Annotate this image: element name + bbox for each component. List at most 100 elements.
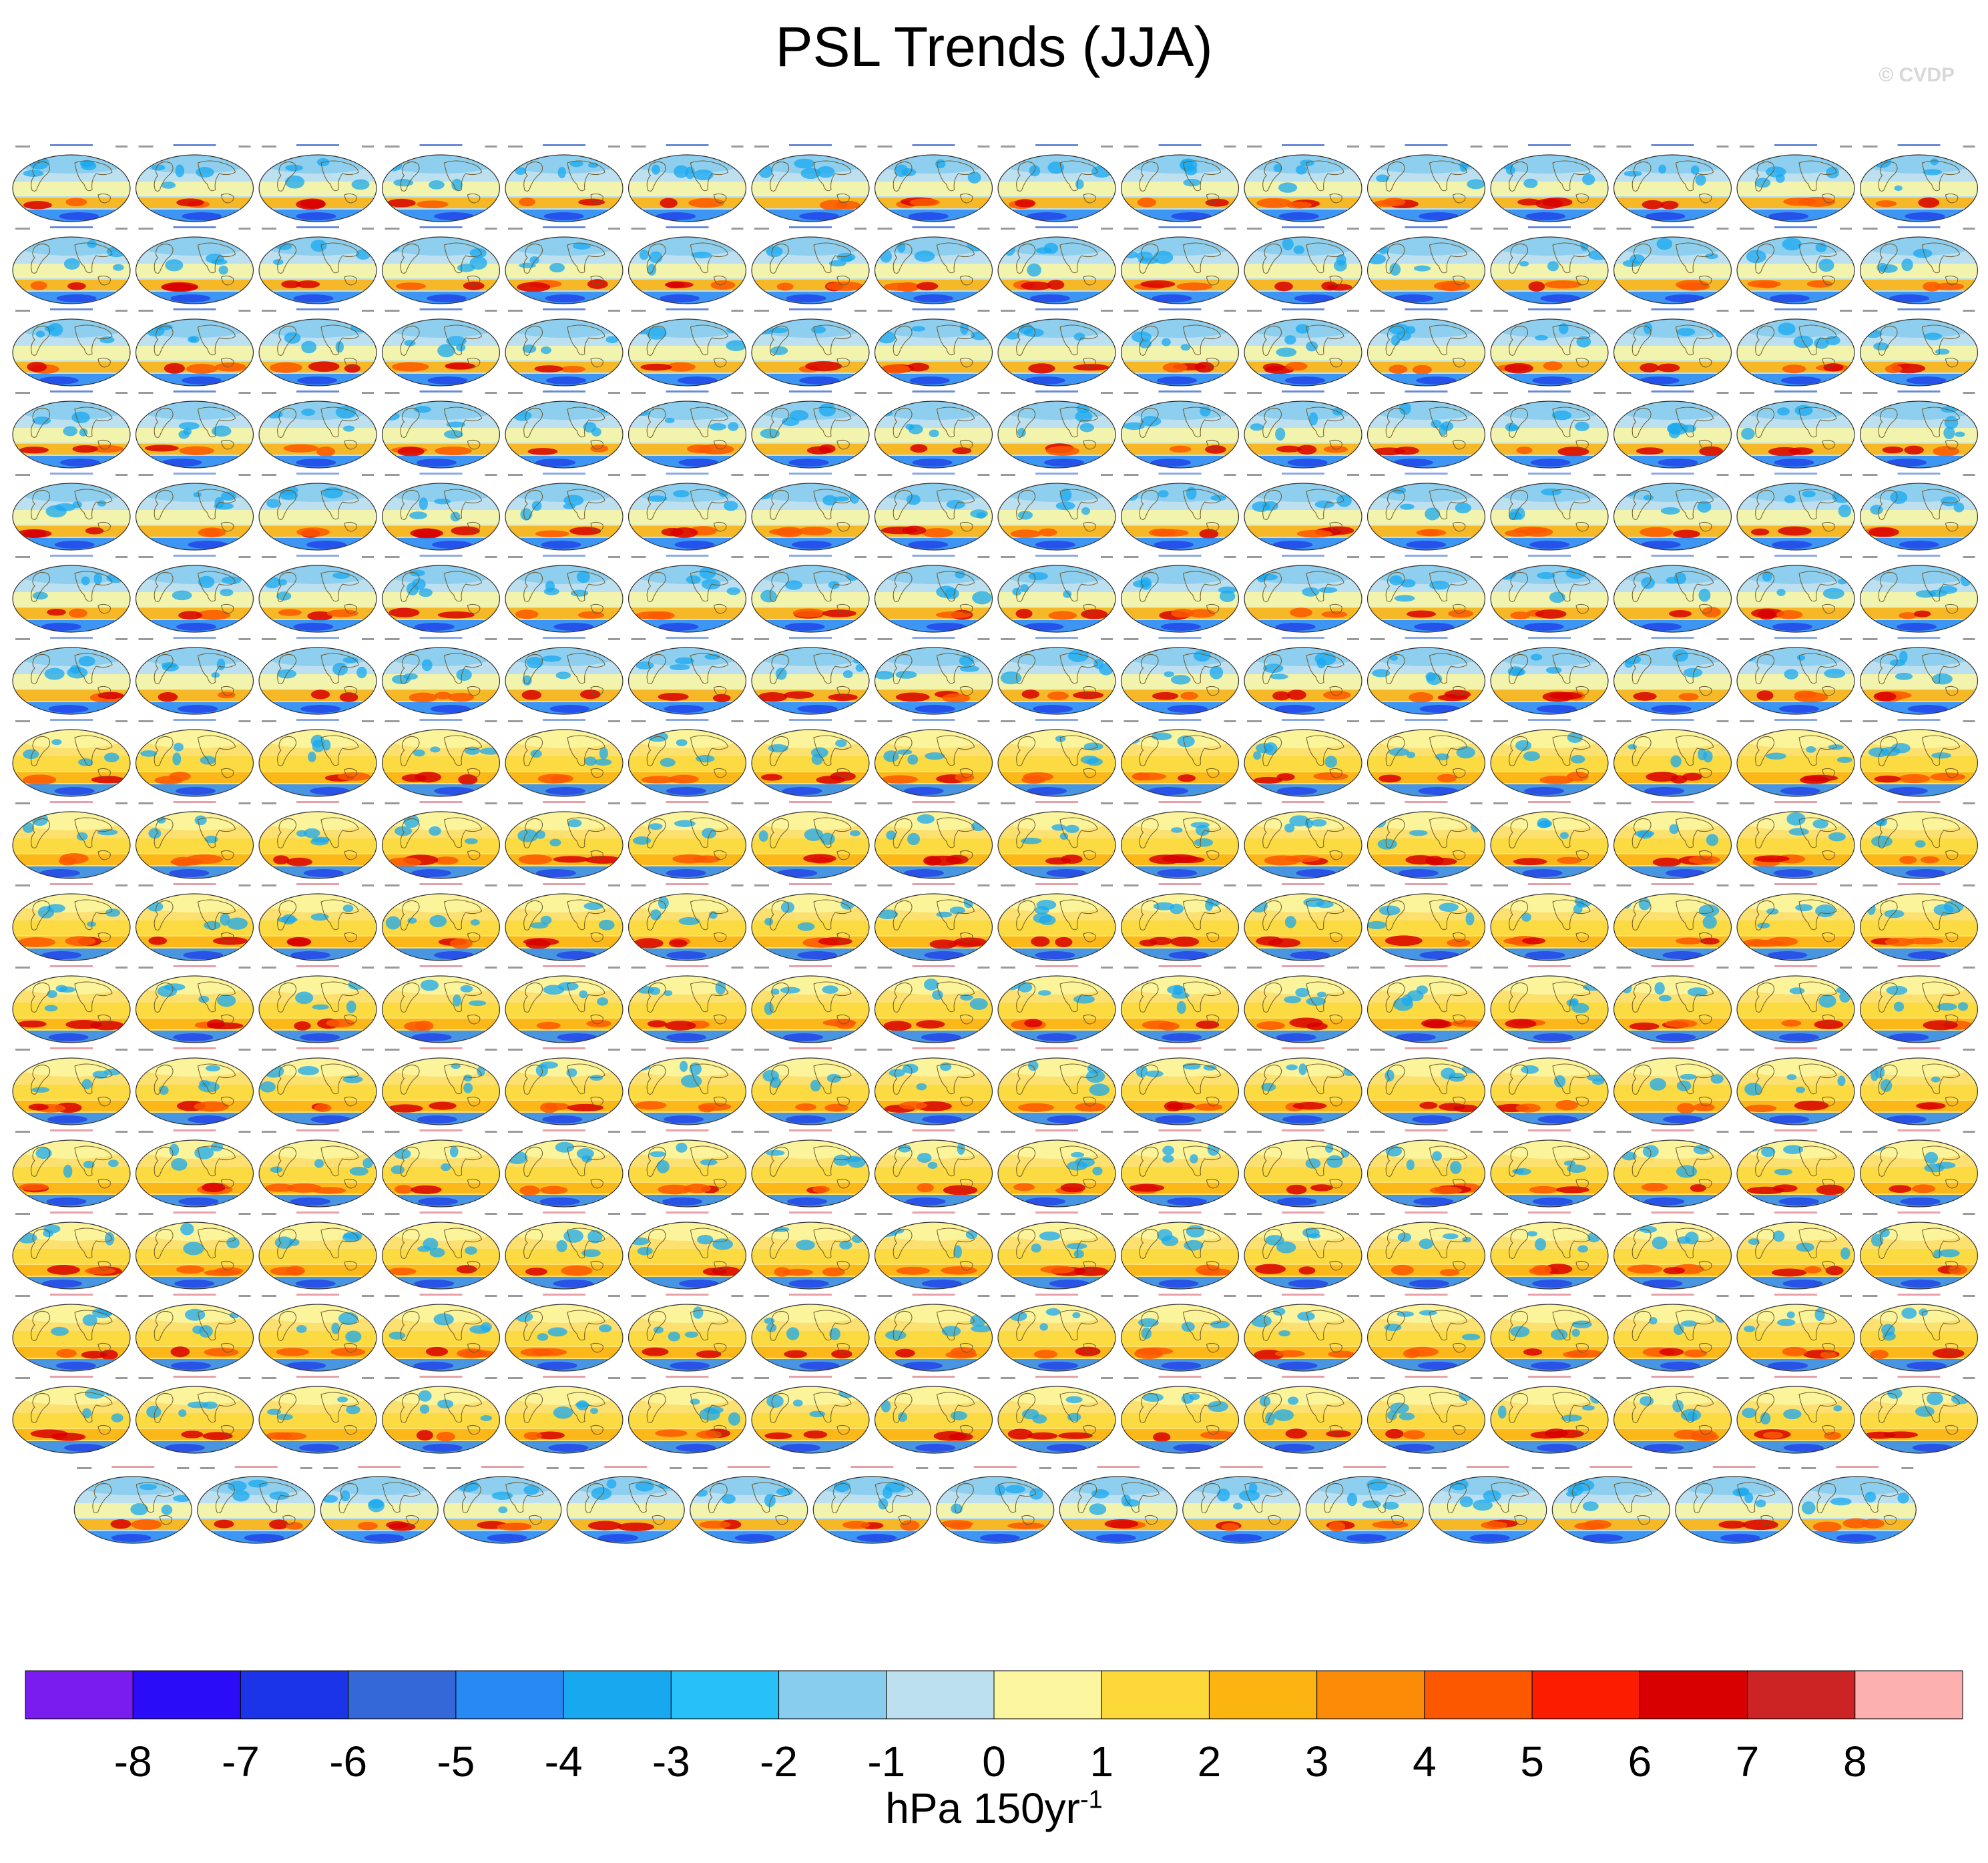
map-panel <box>628 965 747 1043</box>
panel-stat-label <box>977 392 990 394</box>
panel-title <box>1220 1466 1263 1468</box>
map-panel <box>443 1466 562 1544</box>
panel-stat-label <box>731 556 744 558</box>
panel-period-label <box>877 392 893 394</box>
map-panel <box>1120 637 1240 715</box>
panel-title <box>173 555 216 557</box>
panel-title <box>912 1129 955 1131</box>
colorbar-tick-label: -5 <box>437 1738 475 1786</box>
panel-period-label <box>1862 556 1878 558</box>
panel-period-label <box>15 884 30 886</box>
panel-period-label <box>1740 720 1754 722</box>
map-panel <box>258 390 377 469</box>
panel-stat-label <box>608 392 620 394</box>
map-panel <box>258 473 377 551</box>
panel-period-label <box>508 1213 523 1215</box>
panel-period-label <box>754 1049 769 1051</box>
map-panel <box>258 719 377 797</box>
panel-title <box>50 473 93 475</box>
panel-stat-label <box>1593 556 1605 558</box>
panel-title <box>1158 308 1202 310</box>
panel-stat-label <box>854 392 866 394</box>
panel-period-label <box>138 884 154 886</box>
panel-title <box>666 473 709 475</box>
panel-stat-label <box>608 1377 620 1379</box>
panel-stat-label <box>916 1467 929 1469</box>
panel-stat-label <box>1470 392 1483 394</box>
panel-title <box>543 1047 585 1049</box>
panel-stat-label <box>977 1377 990 1379</box>
map-panel <box>1859 1047 1979 1125</box>
panel-title <box>1651 555 1694 557</box>
map-panel <box>1244 1212 1362 1290</box>
map-panel <box>135 226 254 304</box>
map-panel <box>505 226 624 304</box>
panel-stat-label <box>854 1377 866 1379</box>
panel-stat-label <box>1778 1467 1790 1469</box>
panel-period-label <box>631 802 646 804</box>
panel-stat-label <box>1963 556 1975 558</box>
panel-period-label <box>15 1377 30 1379</box>
panel-title <box>1282 1376 1324 1378</box>
panel-title <box>1035 965 1078 967</box>
map-panel <box>505 308 624 386</box>
panel-stat-label <box>854 1295 866 1297</box>
panel-stat-label <box>1840 802 1852 804</box>
panel-period-label <box>1862 638 1878 640</box>
panel-period-label <box>138 1377 154 1379</box>
panel-stat-label <box>608 802 620 804</box>
panel-title <box>173 226 216 228</box>
map-panel <box>997 226 1116 304</box>
panel-period-label <box>631 310 646 312</box>
panel-stat-label <box>1470 228 1483 230</box>
panel-stat-label <box>1347 802 1359 804</box>
panel-title <box>1897 1129 1941 1131</box>
panel-stat-label <box>485 967 497 969</box>
panel-stat-label <box>485 556 497 558</box>
map-panel <box>1736 1376 1855 1454</box>
panel-period-label <box>385 392 400 394</box>
panel-stat-label <box>1593 1377 1605 1379</box>
colorbar-tick-label: -7 <box>222 1738 260 1786</box>
panel-title <box>50 555 93 557</box>
panel-period-label <box>1493 310 1508 312</box>
panel-period-label <box>569 1467 585 1469</box>
panel-stat-label <box>423 1467 436 1469</box>
panel-title <box>666 719 709 721</box>
panel-stat-label <box>731 1377 744 1379</box>
map-panel <box>505 555 624 633</box>
panel-stat-label <box>977 1213 990 1215</box>
panel-title <box>1405 555 1448 557</box>
map-panels-grid <box>12 144 1979 1544</box>
panel-period-label <box>1616 1049 1632 1051</box>
map-panel <box>505 965 624 1043</box>
panel-period-label <box>1862 474 1878 476</box>
panel-period-label <box>1862 1213 1878 1215</box>
map-panel <box>12 1294 131 1372</box>
panel-period-label <box>1862 720 1878 722</box>
panel-period-label <box>138 146 154 148</box>
panel-title <box>1528 390 1571 392</box>
panel-title <box>543 1212 585 1214</box>
panel-period-label <box>200 1467 215 1469</box>
panel-period-label <box>138 720 154 722</box>
panel-period-label <box>262 556 276 558</box>
panel-title <box>1897 719 1941 721</box>
panel-period-label <box>262 1049 276 1051</box>
panel-stat-label <box>1347 474 1359 476</box>
panel-title <box>296 144 339 146</box>
panel-title <box>789 719 832 721</box>
panel-period-label <box>1862 1377 1878 1379</box>
panel-title <box>50 226 93 228</box>
panel-title <box>1405 144 1448 146</box>
map-panel <box>1490 1294 1609 1372</box>
panel-stat-label <box>1224 720 1236 722</box>
map-panel <box>135 555 254 633</box>
map-panel <box>628 719 747 797</box>
panel-title <box>1836 1466 1879 1468</box>
panel-title <box>1774 1376 1817 1378</box>
panel-title <box>666 555 709 557</box>
panel-title <box>1158 801 1202 803</box>
panel-title <box>296 637 339 639</box>
map-panel <box>505 883 624 961</box>
